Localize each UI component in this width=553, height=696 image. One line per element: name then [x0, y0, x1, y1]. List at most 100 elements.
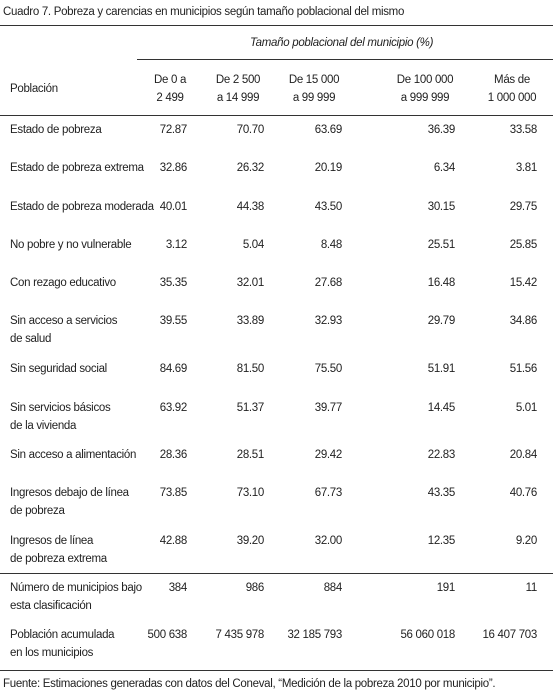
- footnote: Fuente: Estimaciones generadas con datos…: [3, 678, 496, 690]
- cell: 42.88: [159, 535, 188, 547]
- column-header: 2 499: [156, 92, 184, 104]
- cell: 384: [168, 582, 188, 594]
- cell: 20.84: [509, 449, 538, 461]
- cell: 72.87: [159, 124, 188, 136]
- cell: 27.68: [314, 277, 343, 289]
- cell: 29.79: [427, 315, 456, 327]
- rule: [0, 25, 553, 26]
- cell: 16.48: [427, 277, 456, 289]
- cell: 500 638: [147, 629, 188, 641]
- cell: 15.42: [509, 277, 538, 289]
- row-label: Sin acceso a servicios: [10, 315, 118, 327]
- row-label: Sin seguridad social: [10, 363, 107, 375]
- cell: 35.35: [159, 277, 188, 289]
- row-label: Población acumulada: [10, 629, 115, 641]
- cell: 51.37: [236, 402, 265, 414]
- cell: 30.15: [427, 201, 456, 213]
- row-label: esta clasificación: [10, 600, 92, 612]
- row-label: de pobreza: [10, 505, 65, 517]
- cell: 11: [525, 582, 538, 594]
- cell: 3.12: [165, 239, 187, 251]
- cell: 81.50: [236, 363, 265, 375]
- column-header: Más de: [494, 74, 530, 86]
- row-label: Sin acceso a alimentación: [10, 449, 137, 461]
- row-label: Sin servicios básicos: [10, 402, 111, 414]
- row-label: No pobre y no vulnerable: [10, 239, 132, 251]
- cell: 67.73: [314, 487, 343, 499]
- cell: 56 060 018: [400, 629, 455, 641]
- cell: 40.01: [159, 201, 188, 213]
- row-label: Con rezago educativo: [10, 277, 116, 289]
- cell: 40.76: [509, 487, 538, 499]
- column-header: De 0 a: [153, 74, 187, 86]
- cell: 32.86: [159, 162, 188, 174]
- cell: 22.83: [427, 449, 456, 461]
- cell: 70.70: [236, 124, 265, 136]
- cell: 25.51: [427, 239, 456, 251]
- cell: 73.85: [159, 487, 188, 499]
- cell: 33.89: [236, 315, 265, 327]
- column-header: a 99 999: [292, 92, 336, 104]
- cell: 75.50: [314, 363, 343, 375]
- cell: 39.77: [314, 402, 343, 414]
- cell: 32.01: [236, 277, 265, 289]
- row-label: Ingresos de línea: [10, 535, 94, 547]
- rule: [137, 59, 553, 60]
- rule: [0, 573, 553, 574]
- cell: 51.56: [509, 363, 538, 375]
- cell: 34.86: [509, 315, 538, 327]
- row-label: de pobreza extrema: [10, 553, 107, 565]
- cell: 3.81: [515, 162, 537, 174]
- cell: 39.20: [236, 535, 265, 547]
- cell: 26.32: [236, 162, 265, 174]
- row-label: de la vivienda: [10, 420, 77, 432]
- cell: 14.45: [427, 402, 456, 414]
- cell: 9.20: [515, 535, 537, 547]
- column-header: De 2 500: [215, 74, 261, 86]
- column-header: a 999 999: [400, 92, 450, 104]
- cell: 5.04: [242, 239, 264, 251]
- cell: 43.50: [314, 201, 343, 213]
- row-label: Ingresos debajo de línea: [10, 487, 129, 499]
- cell: 8.48: [320, 239, 342, 251]
- cell: 73.10: [236, 487, 265, 499]
- cell: 63.69: [314, 124, 343, 136]
- cell: 20.19: [314, 162, 343, 174]
- table-title: Cuadro 7. Pobreza y carencias en municip…: [3, 6, 405, 18]
- cell: 191: [436, 582, 456, 594]
- cell: 28.51: [236, 449, 265, 461]
- cell: 7 435 978: [215, 629, 265, 641]
- cell: 51.91: [427, 363, 456, 375]
- cell: 63.92: [159, 402, 188, 414]
- cell: 29.42: [314, 449, 343, 461]
- cell: 986: [245, 582, 265, 594]
- cell: 12.35: [427, 535, 456, 547]
- cell: 25.85: [509, 239, 538, 251]
- cell: 33.58: [509, 124, 538, 136]
- spanner: Tamaño poblacional del municipio (%): [250, 37, 434, 49]
- row-label: Número de municipios bajo: [10, 582, 142, 594]
- rule: [0, 115, 553, 116]
- cell: 6.34: [433, 162, 455, 174]
- column-header: De 100 000: [396, 74, 454, 86]
- row-label: de salud: [10, 333, 52, 345]
- cell: 5.01: [515, 402, 537, 414]
- cell: 84.69: [159, 363, 188, 375]
- cell: 32.93: [314, 315, 343, 327]
- row-header: Población: [10, 83, 58, 95]
- cell: 43.35: [427, 487, 456, 499]
- cell: 32.00: [314, 535, 343, 547]
- cell: 39.55: [159, 315, 188, 327]
- cell: 28.36: [159, 449, 188, 461]
- row-label: Estado de pobreza extrema: [10, 162, 144, 174]
- row-label: Estado de pobreza: [10, 124, 102, 136]
- cell: 36.39: [427, 124, 456, 136]
- cell: 44.38: [236, 201, 265, 213]
- row-label: Estado de pobreza moderada: [10, 201, 154, 213]
- cell: 32 185 793: [287, 629, 342, 641]
- row-label: en los municipios: [10, 647, 94, 659]
- column-header: a 14 999: [216, 92, 260, 104]
- rule: [0, 670, 553, 671]
- column-header: 1 000 000: [487, 92, 537, 104]
